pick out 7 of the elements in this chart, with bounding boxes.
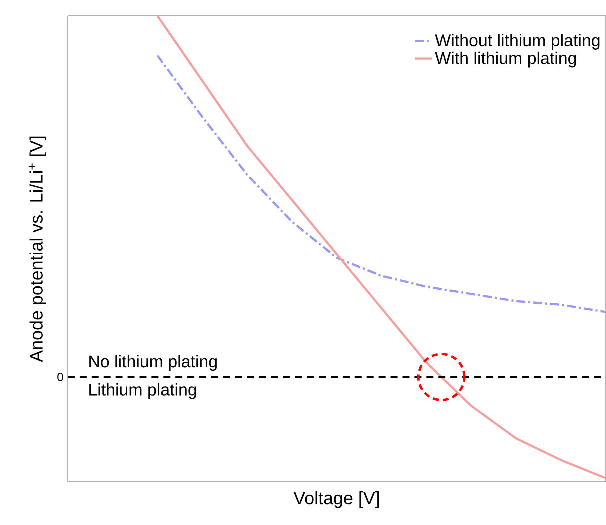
y-axis-title: Anode potential vs. Li/Li$^{+}$ [V] <box>29 136 46 362</box>
annotation: Lithium plating <box>90 383 196 400</box>
legend-label: Without lithium plating <box>435 34 600 50</box>
annotation: No lithium plating <box>90 355 217 372</box>
x-axis-title: Voltage [V] <box>294 492 380 508</box>
ref-line-label: 0 <box>58 373 64 382</box>
legend-label: With lithium plating <box>435 52 576 68</box>
